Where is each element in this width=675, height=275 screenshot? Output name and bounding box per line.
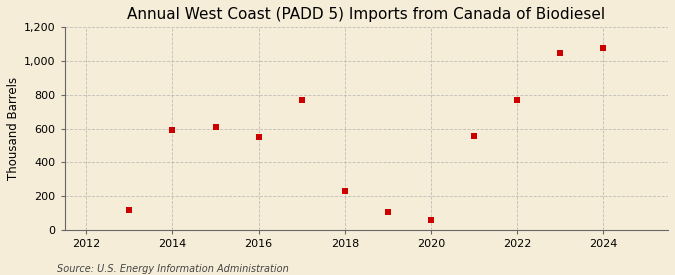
Point [124,207,135,212]
Point [340,189,350,193]
Point [296,98,307,102]
Point [253,135,264,139]
Point [468,134,479,138]
Point [426,218,437,222]
Point [598,46,609,51]
Point [555,50,566,55]
Point [167,128,178,133]
Point [512,98,522,102]
Y-axis label: Thousand Barrels: Thousand Barrels [7,77,20,180]
Point [383,210,394,214]
Point [210,125,221,129]
Title: Annual West Coast (PADD 5) Imports from Canada of Biodiesel: Annual West Coast (PADD 5) Imports from … [128,7,605,22]
Text: Source: U.S. Energy Information Administration: Source: U.S. Energy Information Administ… [57,264,289,274]
